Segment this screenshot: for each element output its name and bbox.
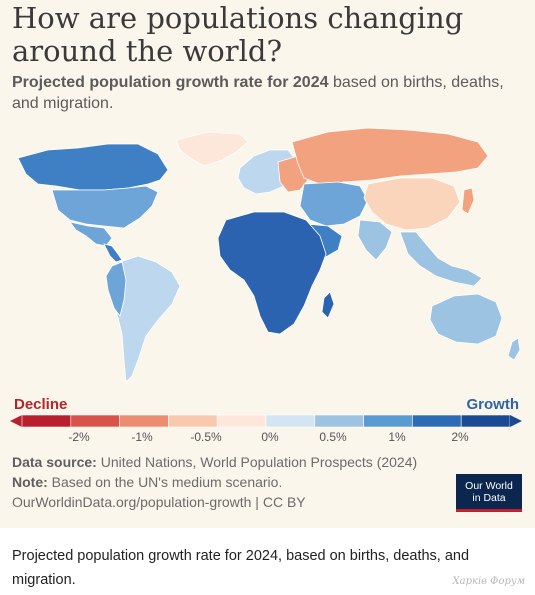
region-japan	[461, 187, 475, 215]
data-source-text: United Nations, World Population Prospec…	[96, 454, 418, 470]
legend-growth-label: Growth	[466, 396, 520, 413]
legend-tick-label: -2%	[68, 430, 90, 444]
region-russia	[291, 127, 489, 185]
image-caption: Projected population growth rate for 202…	[12, 548, 470, 588]
legend-swatch	[363, 414, 413, 428]
legend-tick-label: -1%	[131, 430, 153, 444]
subtitle-bold: Projected population growth rate for 202…	[12, 74, 329, 91]
legend-color-bar	[10, 414, 522, 428]
legend-arrow-right	[510, 415, 522, 427]
region-new-zealand	[507, 337, 521, 361]
region-north-america	[17, 143, 169, 191]
region-china	[363, 177, 461, 231]
legend-arrow-left	[10, 415, 22, 427]
chart-title: How are populations changing around the …	[12, 1, 464, 68]
region-middle-east	[299, 181, 369, 227]
source-url[interactable]: OurWorldinData.org/population-growth | C…	[12, 494, 306, 510]
note-line: Note: Based on the UN's medium scenario.	[12, 472, 452, 492]
owid-logo[interactable]: Our World in Data	[456, 474, 522, 512]
legend-swatch	[70, 414, 120, 428]
legend-swatch	[460, 414, 511, 428]
subtitle-rest: based on births, deaths, and migration.	[12, 74, 504, 112]
legend-tick-label: 2%	[451, 430, 469, 444]
legend-swatch	[119, 414, 169, 428]
legend-tick-label: 0.5%	[319, 430, 347, 444]
region-south-asia	[357, 219, 393, 261]
data-source-label: Data source:	[12, 454, 97, 470]
world-map	[17, 127, 521, 383]
legend-swatch	[216, 414, 267, 428]
region-usa	[51, 185, 159, 229]
region-madagascar	[321, 291, 335, 319]
region-africa	[217, 211, 327, 335]
note-label: Note:	[12, 474, 48, 490]
legend-swatch	[21, 414, 72, 428]
legend-tick-label: 1%	[388, 430, 406, 444]
region-australia	[429, 293, 503, 345]
chart-subtitle: Projected population growth rate for 202…	[12, 72, 522, 114]
chart-footer: Data source: United Nations, World Popul…	[12, 452, 452, 512]
region-south-america-west	[105, 261, 127, 317]
legend-swatch	[314, 414, 364, 428]
legend-tick-label: -0.5%	[190, 430, 222, 444]
chart-card: How are populations changing around the …	[0, 0, 535, 528]
data-source-line: Data source: United Nations, World Popul…	[12, 452, 452, 472]
note-text: Based on the UN's medium scenario.	[47, 474, 283, 490]
legend-tick-label: 0%	[261, 430, 279, 444]
region-southeast-asia	[399, 231, 483, 287]
legend-ticks: -2% -1% -0.5% 0% 0.5% 1% 2%	[0, 430, 535, 450]
region-greenland	[175, 131, 249, 167]
legend-swatch	[265, 414, 316, 428]
owid-logo-line1: Our World	[465, 480, 513, 492]
legend-swatch	[168, 414, 218, 428]
legend-swatch	[412, 414, 462, 428]
owid-logo-line2: in Data	[472, 492, 506, 504]
region-central-america	[103, 243, 123, 263]
legend-decline-label: Decline	[14, 396, 68, 413]
watermark: Харків Форум	[452, 576, 525, 587]
